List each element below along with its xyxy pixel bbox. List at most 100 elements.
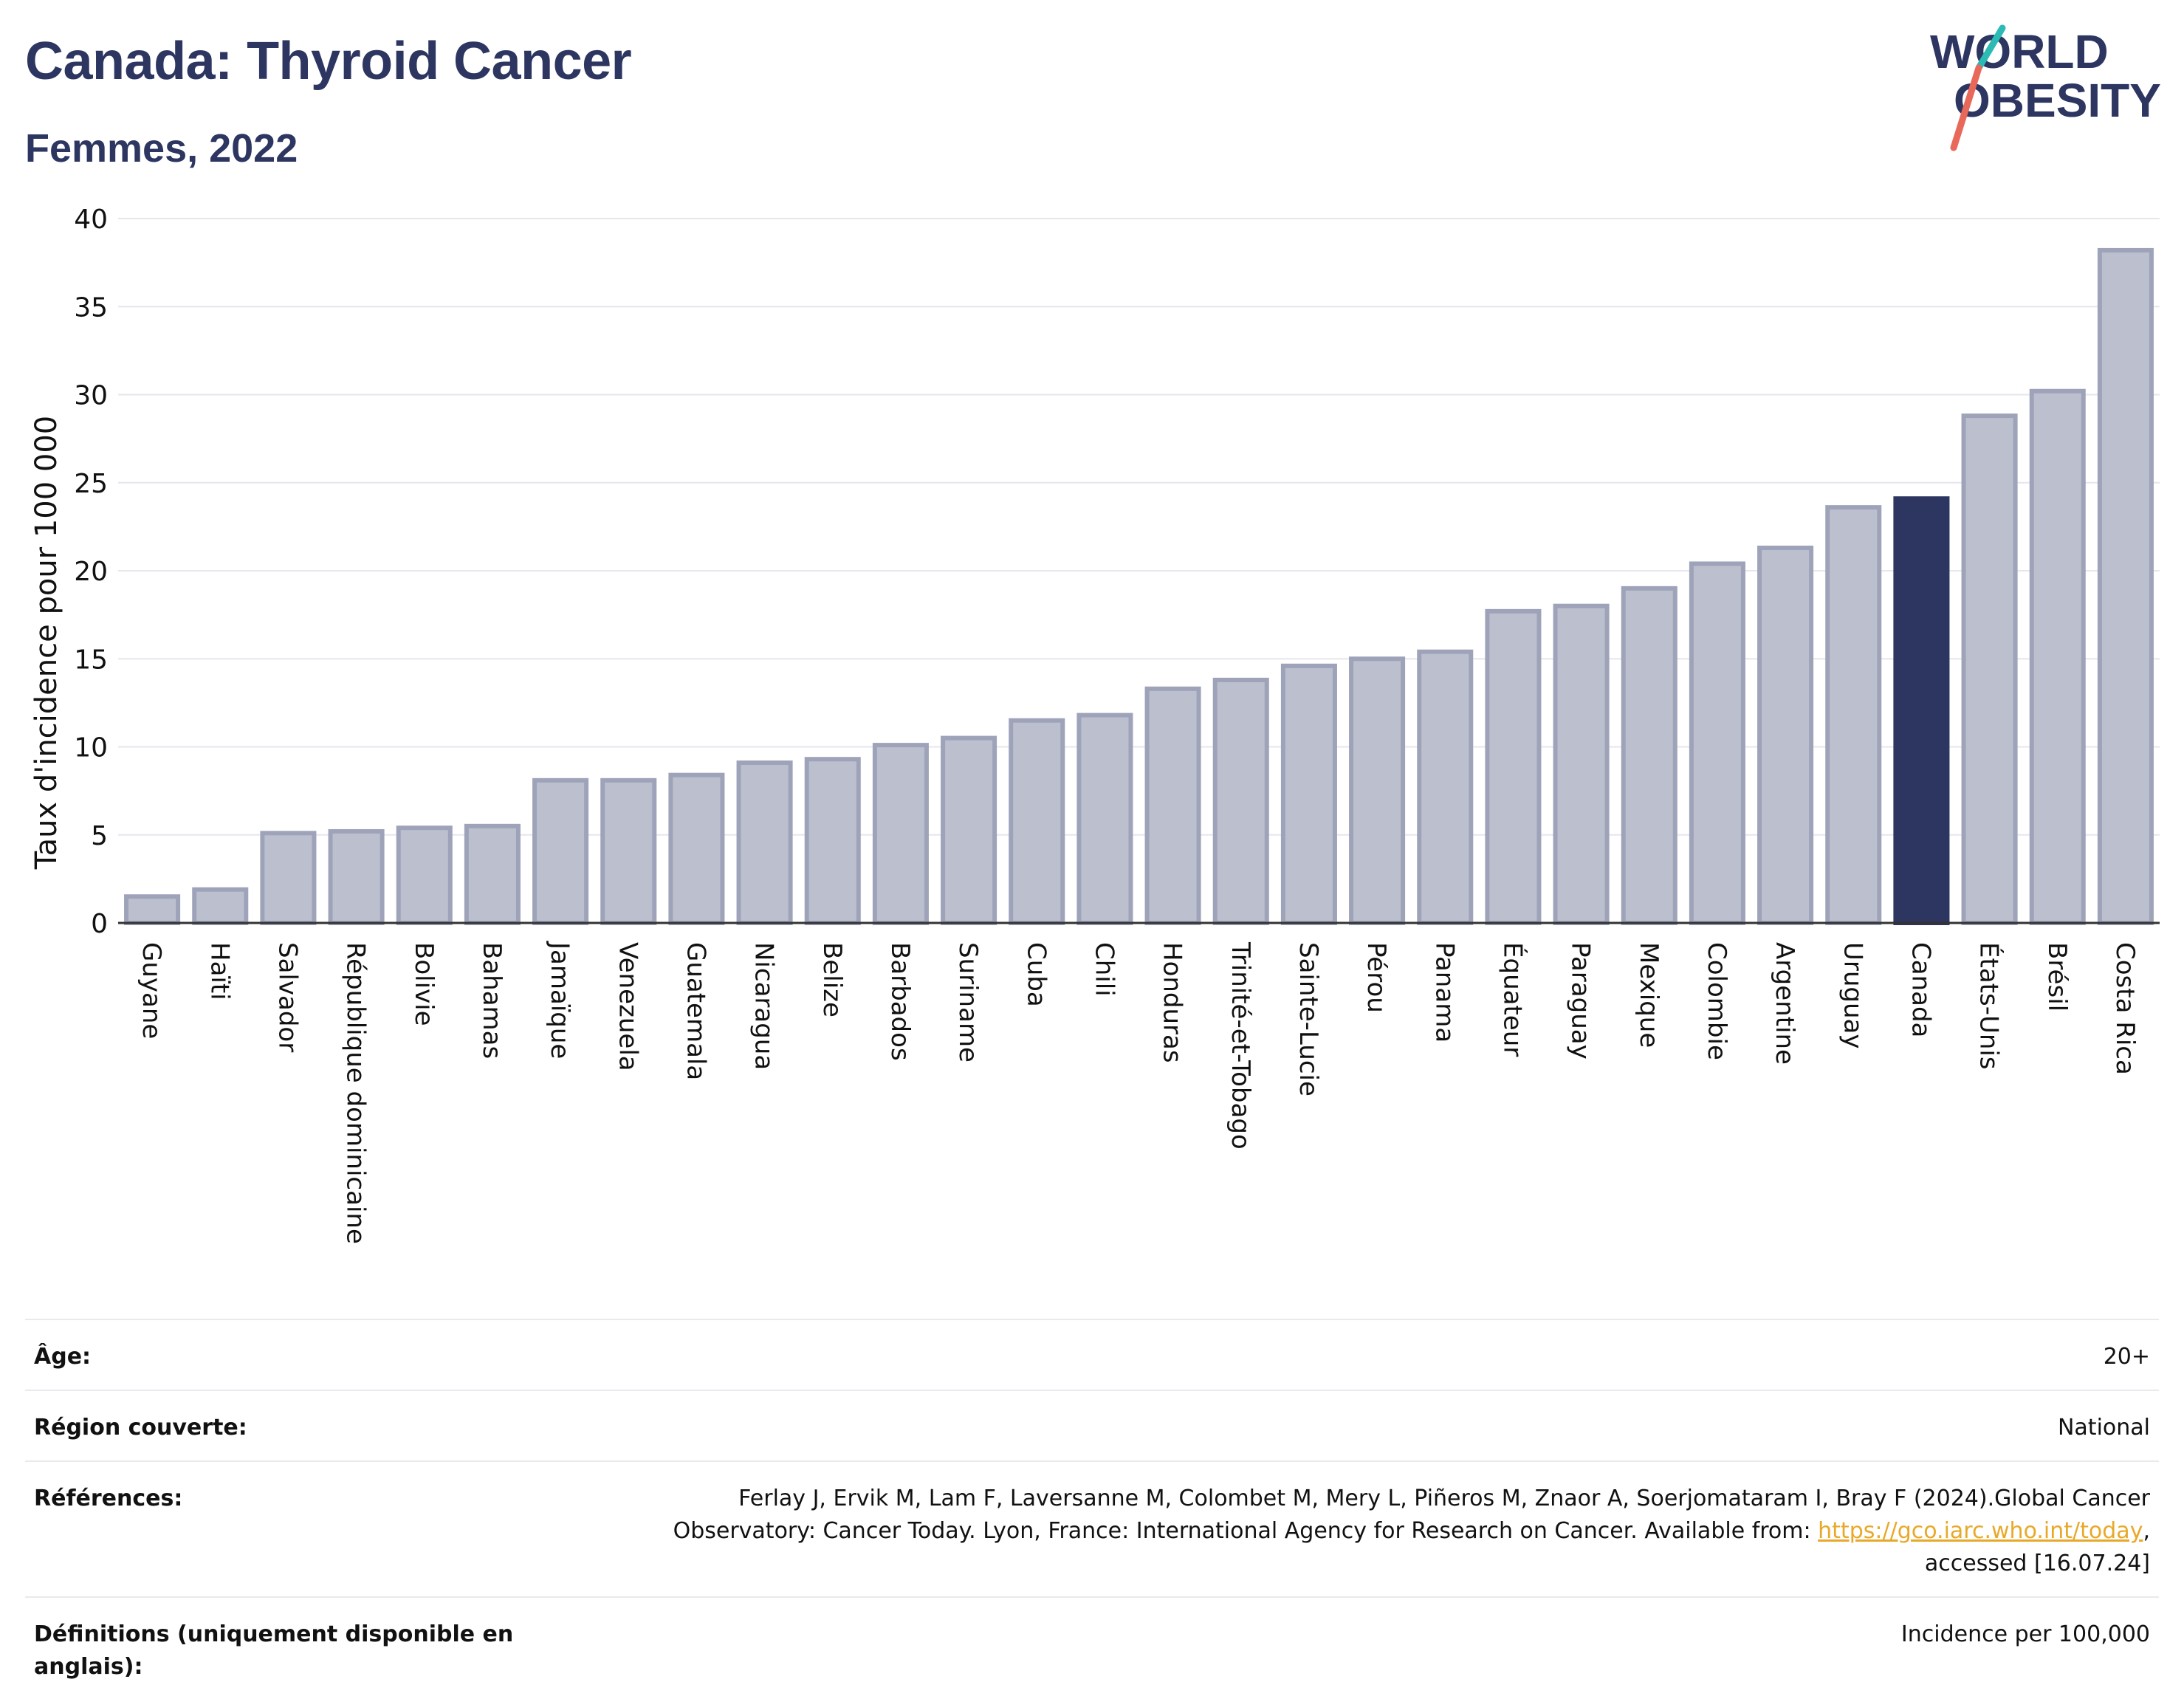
bar — [1689, 561, 1745, 926]
x-tick-label: Belize — [817, 942, 847, 1017]
logo-slash-bottom — [1950, 64, 1982, 151]
definitions-label: Définitions (uniquement disponible en an… — [34, 1621, 514, 1680]
x-tick-label: Jamaïque — [545, 941, 574, 1059]
y-tick-label: 40 — [74, 205, 108, 235]
bar-chart: 0 5 10 15 20 25 30 35 40 Guyane Haïti Salvador Répu… — [30, 205, 2160, 1244]
bar — [1212, 677, 1269, 925]
x-tick-label: États-Unis — [1974, 942, 2005, 1070]
references-line2: Observatory: Cancer Today. Lyon, France:… — [673, 1515, 2150, 1548]
info-table: Âge: 20+ Région couverte: National Référ… — [25, 1319, 2159, 1696]
bar — [260, 831, 317, 925]
bar — [1417, 649, 1474, 926]
x-tick-label: Bahamas — [477, 942, 506, 1059]
bar — [2097, 247, 2154, 925]
bar-highlight — [1893, 496, 1950, 925]
bar — [1757, 545, 1814, 925]
y-tick-label: 5 — [91, 821, 108, 851]
y-tick-label: 0 — [91, 909, 108, 939]
y-tick-label: 15 — [74, 645, 108, 675]
y-tick-label: 10 — [74, 733, 108, 763]
bar — [328, 828, 385, 925]
bar — [124, 894, 181, 925]
x-tick-label: Guyane — [137, 942, 166, 1039]
region-value: National — [2057, 1415, 2150, 1441]
references-line3: accessed [16.07.24] — [1924, 1551, 2150, 1576]
y-tick-label: 20 — [74, 557, 108, 587]
x-tick-label: Guatemala — [681, 942, 710, 1080]
bar — [736, 760, 793, 925]
bar — [1825, 505, 1882, 925]
region-label: Région couverte: — [34, 1415, 247, 1441]
info-row-region: Région couverte: National — [25, 1390, 2159, 1460]
references-line2-text: Observatory: Cancer Today. Lyon, France:… — [673, 1518, 1819, 1544]
x-tick-label: Chili — [1089, 942, 1119, 997]
age-value: 20+ — [2103, 1344, 2150, 1370]
y-tick-labels: 0 5 10 15 20 25 30 35 40 — [74, 205, 108, 939]
bar — [396, 825, 453, 925]
info-row-references: Références: Ferlay J, Ervik M, Lam F, La… — [25, 1460, 2159, 1596]
x-tick-label: Suriname — [953, 942, 983, 1062]
bar — [1280, 663, 1337, 925]
logo-slash-top — [1975, 24, 2006, 72]
bar — [804, 757, 861, 925]
references-label: Références: — [34, 1486, 183, 1511]
definitions-value: Incidence per 100,000 — [1900, 1621, 2150, 1647]
x-tick-label: République dominicaine — [341, 942, 371, 1244]
y-tick-label: 30 — [74, 381, 108, 411]
references-link[interactable]: https://gco.iarc.who.int/today — [1818, 1518, 2143, 1544]
references-line1: Ferlay J, Ervik M, Lam F, Laversanne M, … — [738, 1486, 2150, 1511]
bar — [872, 743, 929, 925]
x-tick-label: Colombie — [1702, 942, 1731, 1060]
bar — [1485, 608, 1542, 925]
x-tick-label: Trinité-et-Tobago — [1226, 941, 1255, 1150]
bar — [1553, 603, 1610, 925]
x-tick-label: Mexique — [1634, 942, 1663, 1048]
x-tick-label: Canada — [1906, 942, 1935, 1037]
bar — [1144, 686, 1201, 925]
x-tick-label: Argentine — [1770, 942, 1799, 1065]
x-tick-label: Sainte-Lucie — [1294, 942, 1323, 1096]
x-tick-label: Nicaragua — [749, 942, 779, 1070]
bar — [1009, 718, 1065, 925]
x-tick-label: Panama — [1429, 942, 1459, 1043]
bars — [124, 247, 2154, 926]
age-label: Âge: — [34, 1344, 92, 1370]
bar — [532, 777, 589, 925]
bar — [2029, 388, 2086, 925]
x-tick-label: Venezuela — [613, 942, 642, 1071]
bar — [464, 823, 521, 925]
bar — [668, 772, 725, 926]
world-obesity-logo-graphic: WORLD OBESITY — [1930, 24, 2161, 151]
x-tick-label: Brésil — [2042, 942, 2072, 1012]
bar — [192, 887, 249, 926]
page-title: Canada: Thyroid Cancer — [25, 32, 632, 91]
bar — [941, 735, 997, 926]
references-value: Ferlay J, Ervik M, Lam F, Laversanne M, … — [673, 1483, 2150, 1580]
bar — [1076, 713, 1133, 925]
page-subtitle: Femmes, 2022 — [25, 126, 298, 171]
logo-line2: OBESITY — [1954, 74, 2161, 127]
x-tick-label: Salvador — [272, 942, 302, 1052]
x-tick-label: Équateur — [1497, 942, 1528, 1057]
references-line2-end: , — [2143, 1518, 2150, 1544]
bar — [1349, 656, 1406, 925]
x-tick-label: Uruguay — [1838, 942, 1867, 1049]
info-row-age: Âge: 20+ — [25, 1319, 2159, 1390]
y-tick-label: 25 — [74, 469, 108, 499]
bar — [1961, 413, 2018, 925]
x-tick-label: Paraguay — [1566, 942, 1596, 1060]
x-tick-label: Haïti — [205, 942, 234, 1000]
x-tick-label: Pérou — [1361, 942, 1391, 1013]
info-row-definitions: Définitions (uniquement disponible en an… — [25, 1596, 2159, 1696]
x-tick-label: Barbados — [885, 942, 915, 1061]
x-tick-labels: Guyane Haïti Salvador République dominicain… — [137, 941, 2140, 1244]
x-tick-label: Costa Rica — [2110, 942, 2140, 1075]
logo-line1: WORLD — [1930, 25, 2109, 78]
bar — [600, 777, 657, 925]
x-tick-label: Bolivie — [409, 942, 439, 1026]
bar — [1621, 586, 1678, 925]
y-axis-label: Taux d'incidence pour 100 000 — [30, 416, 63, 870]
world-obesity-logo: WORLD OBESITY — [1920, 22, 2171, 155]
x-tick-label: Cuba — [1021, 942, 1051, 1007]
y-tick-label: 35 — [74, 292, 108, 323]
